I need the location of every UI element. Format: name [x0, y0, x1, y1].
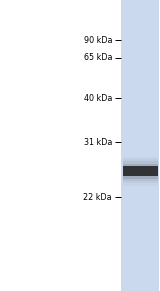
Text: 22 kDa: 22 kDa: [83, 193, 112, 202]
Bar: [123, 161, 158, 181]
Text: 31 kDa: 31 kDa: [84, 138, 112, 146]
Bar: [123, 159, 158, 183]
Text: 65 kDa: 65 kDa: [84, 53, 112, 62]
Text: 40 kDa: 40 kDa: [84, 94, 112, 103]
Bar: [123, 164, 158, 179]
Text: 90 kDa: 90 kDa: [84, 36, 112, 45]
Bar: [123, 157, 158, 186]
Bar: [123, 166, 158, 176]
Bar: [121, 0, 159, 291]
